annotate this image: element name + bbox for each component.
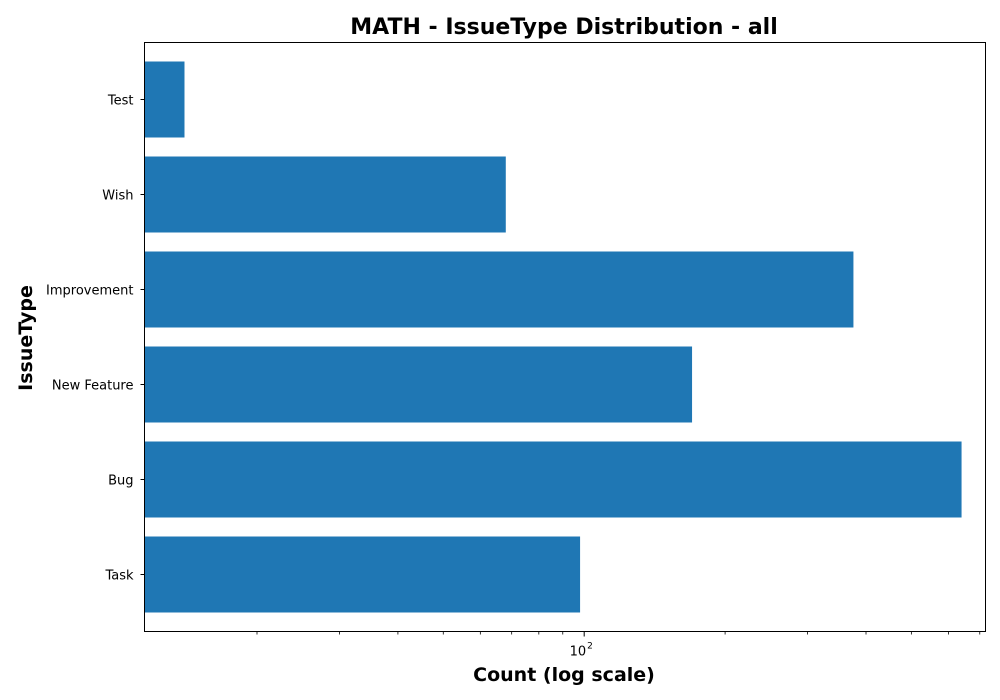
x-axis-label: Count (log scale) [473,664,655,686]
plot-frame [144,42,986,632]
y-tick-label-test: Test [107,94,134,109]
bar-wish [144,156,506,233]
x-tick-label-exponent: 2 [587,642,593,652]
bar-test [144,61,185,138]
y-tick-label-wish: Wish [102,189,133,204]
chart-title: MATH - IssueType Distribution - all [350,15,778,40]
y-tick-label-bug: Bug [108,474,133,489]
bars-group [144,61,962,613]
bar-task [144,536,581,613]
x-axis-ticks: 10 2 [256,631,981,660]
bar-new-feature [144,346,693,423]
x-tick-label-base: 10 [570,645,587,660]
y-axis-ticks: Task Bug New Feature Improvement Wish Test [46,94,145,584]
bar-bug [144,441,962,518]
y-tick-label-task: Task [104,569,134,584]
bar-improvement [144,251,854,328]
y-axis-label: IssueType [15,285,37,391]
y-tick-label-new-feature: New Feature [52,379,134,394]
y-tick-label-improvement: Improvement [46,284,133,299]
